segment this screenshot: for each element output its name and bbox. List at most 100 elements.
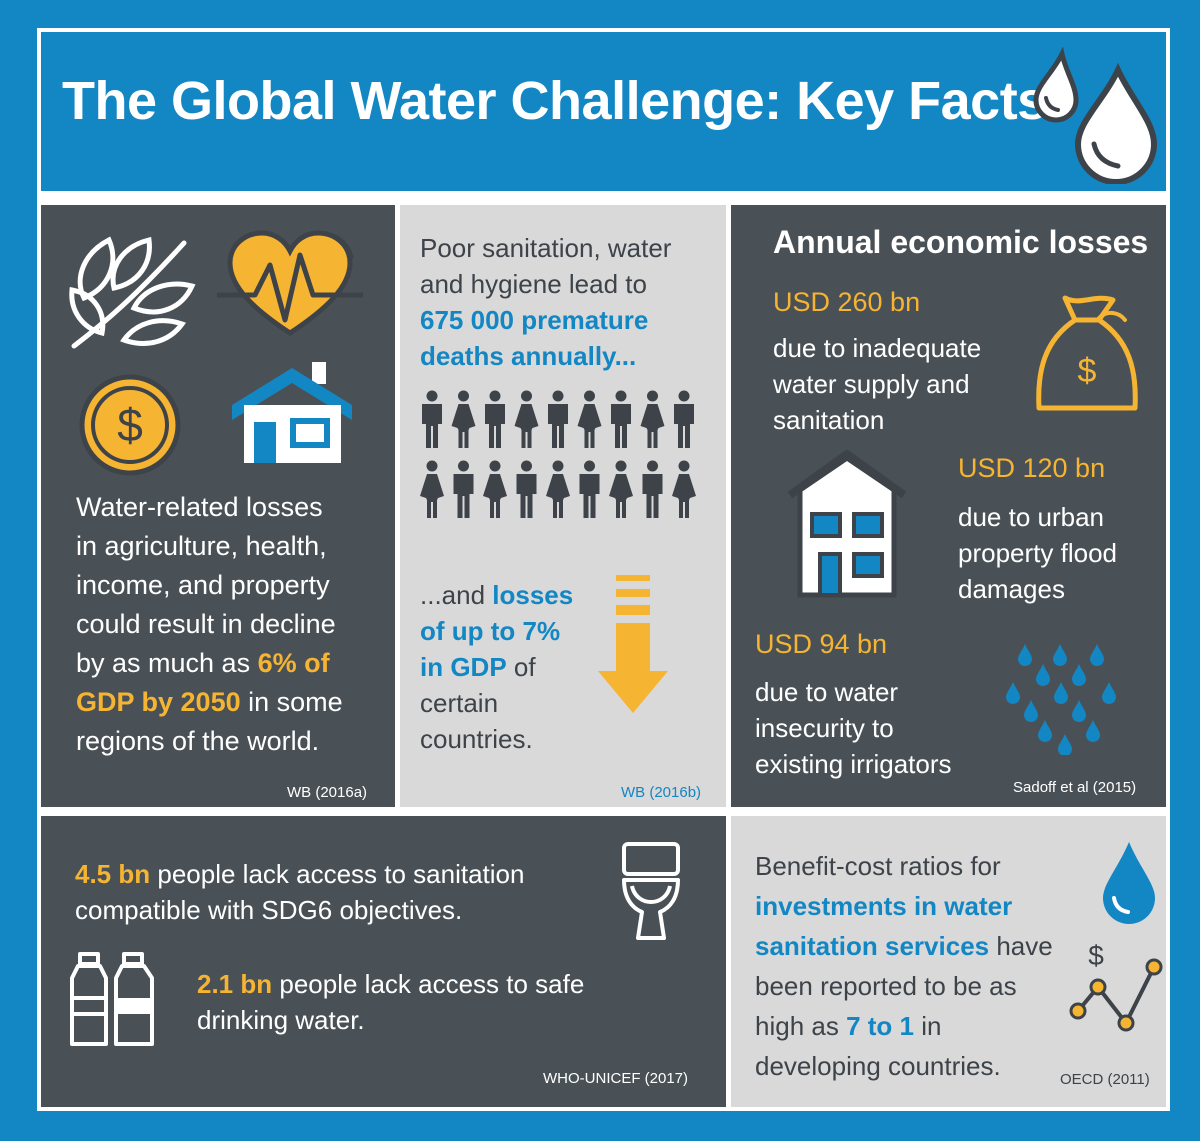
rain-drop (1018, 644, 1032, 666)
panel-water-losses (41, 205, 395, 807)
source-label: WHO-UNICEF (2017) (543, 1070, 689, 1087)
benefit-highlight: investments in water (755, 891, 1013, 921)
losses-text-line: regions of the world. (76, 726, 320, 756)
rain-drop (1036, 664, 1050, 686)
loss-description: existing irrigators (755, 749, 952, 779)
loss-description: sanitation (773, 405, 885, 435)
man-figure (674, 390, 694, 448)
dollar-coin-icon: $ (79, 374, 181, 476)
gdp-text: certain (420, 688, 499, 718)
water-drop-icon (1103, 842, 1155, 924)
loss-description: insecurity to (755, 713, 894, 743)
sanitation-text-line: Poor sanitation, water (420, 233, 672, 263)
svg-text:$: $ (1088, 940, 1104, 971)
svg-text:$: $ (117, 399, 143, 451)
loss-description: due to urban (958, 502, 1105, 532)
woman-figure (483, 460, 507, 518)
water-stat-text: drinking water. (197, 1005, 365, 1035)
house-icon (232, 362, 352, 463)
rain-drop (1102, 682, 1116, 704)
benefit-text: Benefit-cost ratios for (755, 851, 1001, 881)
man-figure (548, 390, 568, 448)
losses-text-line: in agriculture, health, (76, 531, 327, 561)
economic-heading: Annual economic losses (773, 224, 1149, 260)
gdp-text: countries. (420, 724, 533, 754)
down-arrow-icon (598, 575, 668, 713)
source-label: WB (2016a) (287, 784, 368, 801)
losses-text-line: in some (240, 687, 343, 717)
woman-figure (451, 390, 476, 448)
losses-text-line: by as much as (76, 648, 258, 678)
leaves-icon (69, 236, 196, 349)
woman-figure (577, 390, 602, 448)
sanitation-stat-text: compatible with SDG6 objectives. (75, 895, 463, 925)
benefit-highlight: 7 to 1 (846, 1011, 914, 1041)
money-bag-icon: $ (1036, 295, 1138, 411)
water-stat-text: people lack access to safe (272, 969, 585, 999)
woman-figure (672, 460, 696, 518)
gdp-text: ...and (420, 580, 493, 610)
loss-description: property flood (958, 538, 1117, 568)
loss-amount: USD 120 bn (958, 453, 1106, 483)
loss-amount: USD 260 bn (773, 287, 921, 317)
water-drops-icon (1033, 46, 1158, 184)
gdp-text: of (506, 652, 536, 682)
benefit-highlight: sanitation services (755, 931, 990, 961)
woman-figure (514, 390, 539, 448)
source-label: Sadoff et al (2015) (1013, 779, 1137, 796)
losses-text-line: income, and property (76, 570, 330, 600)
heart-rate-icon (217, 230, 363, 336)
man-figure (516, 460, 537, 518)
benefit-text: high as (755, 1011, 847, 1041)
sanitation-stat: 4.5 bn (75, 859, 151, 889)
panel-access (41, 816, 726, 1107)
toilet-icon (622, 842, 680, 940)
people-icon (420, 390, 696, 518)
rain-drop (1024, 700, 1038, 722)
man-figure (642, 460, 663, 518)
woman-figure (420, 460, 444, 518)
losses-text-line: Water-related losses (76, 492, 323, 522)
source-label: WB (2016b) (621, 784, 702, 801)
woman-figure (640, 390, 665, 448)
loss-description: damages (958, 574, 1065, 604)
loss-amount: USD 94 bn (755, 629, 888, 659)
gdp-highlight: of up to 7% (420, 616, 561, 646)
deaths-highlight: deaths annually... (420, 341, 637, 371)
rain-drop (1038, 720, 1052, 742)
growth-chart-icon: $ (1069, 940, 1163, 1032)
panel-benefit-cost (731, 816, 1166, 1107)
rain-drop (1053, 644, 1067, 666)
rain-drop (1058, 734, 1072, 755)
deaths-highlight: 675 000 premature (420, 305, 649, 335)
woman-figure (609, 460, 633, 518)
header-banner (41, 32, 1166, 191)
sanitation-text-line: and hygiene lead to (420, 269, 647, 299)
losses-text-line: could result in decline (76, 609, 336, 639)
man-figure (611, 390, 631, 448)
rain-drop (1086, 720, 1100, 742)
rain-drops-icon (1006, 644, 1116, 755)
gdp-highlight: GDP by 2050 (76, 687, 241, 717)
rain-drop (1090, 644, 1104, 666)
water-stat: 2.1 bn (197, 969, 273, 999)
benefit-text: have (989, 931, 1053, 961)
gdp-highlight: 6% of (257, 648, 330, 678)
loss-description: due to water (755, 677, 899, 707)
svg-text:$: $ (1078, 352, 1097, 390)
gdp-highlight: losses (492, 580, 574, 610)
rain-drop (1006, 682, 1020, 704)
sanitation-stat-text: people lack access to sanitation (150, 859, 525, 889)
gdp-highlight: in GDP (420, 652, 507, 682)
benefit-text: in (914, 1011, 942, 1041)
man-figure (453, 460, 474, 518)
benefit-text: been reported to be as (755, 971, 1017, 1001)
page-title: The Global Water Challenge: Key Facts (62, 71, 1047, 131)
source-label: OECD (2011) (1060, 1071, 1150, 1088)
rain-drop (1054, 682, 1068, 704)
loss-description: due to inadequate (773, 333, 982, 363)
man-figure (485, 390, 505, 448)
man-figure (422, 390, 442, 448)
building-icon (787, 450, 907, 598)
man-figure (579, 460, 600, 518)
